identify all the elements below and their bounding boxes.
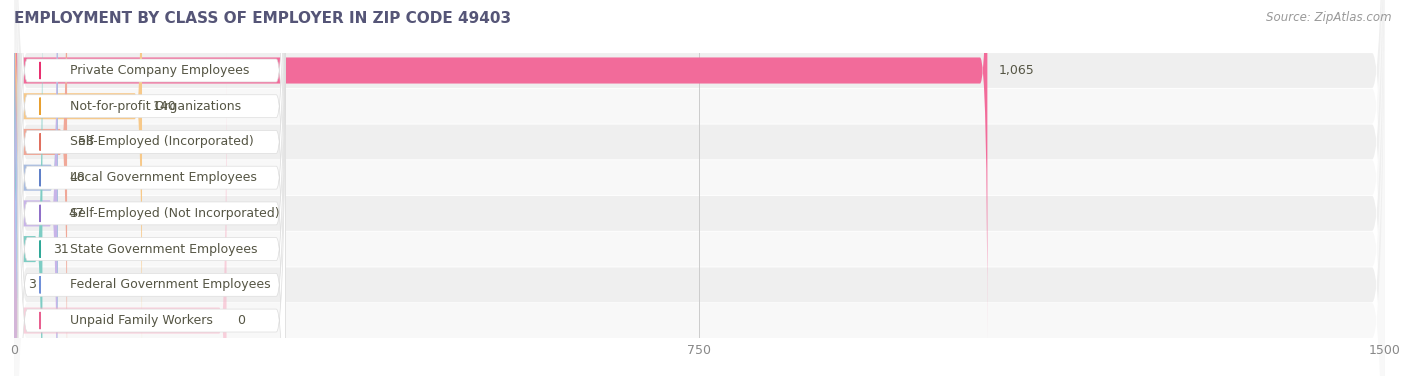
FancyBboxPatch shape xyxy=(18,0,285,376)
Text: Federal Government Employees: Federal Government Employees xyxy=(70,278,271,291)
Text: 140: 140 xyxy=(153,100,177,113)
Text: 48: 48 xyxy=(69,171,84,184)
FancyBboxPatch shape xyxy=(14,0,1385,376)
FancyBboxPatch shape xyxy=(14,0,987,343)
FancyBboxPatch shape xyxy=(14,48,226,376)
FancyBboxPatch shape xyxy=(18,0,285,376)
FancyBboxPatch shape xyxy=(14,0,67,376)
Text: Self-Employed (Incorporated): Self-Employed (Incorporated) xyxy=(70,135,254,149)
FancyBboxPatch shape xyxy=(18,0,285,376)
FancyBboxPatch shape xyxy=(14,0,1385,376)
FancyBboxPatch shape xyxy=(18,0,285,376)
Text: Not-for-profit Organizations: Not-for-profit Organizations xyxy=(70,100,242,113)
Text: Local Government Employees: Local Government Employees xyxy=(70,171,257,184)
FancyBboxPatch shape xyxy=(14,0,58,376)
Text: 47: 47 xyxy=(67,207,84,220)
FancyBboxPatch shape xyxy=(18,0,285,376)
FancyBboxPatch shape xyxy=(14,0,142,376)
FancyBboxPatch shape xyxy=(14,0,1385,376)
Text: Self-Employed (Not Incorporated): Self-Employed (Not Incorporated) xyxy=(70,207,280,220)
Text: 0: 0 xyxy=(238,314,246,327)
FancyBboxPatch shape xyxy=(14,0,1385,376)
Text: State Government Employees: State Government Employees xyxy=(70,243,257,256)
FancyBboxPatch shape xyxy=(14,0,1385,376)
Text: 31: 31 xyxy=(53,243,69,256)
Text: Source: ZipAtlas.com: Source: ZipAtlas.com xyxy=(1267,11,1392,24)
FancyBboxPatch shape xyxy=(18,0,285,376)
Text: 1,065: 1,065 xyxy=(998,64,1033,77)
FancyBboxPatch shape xyxy=(18,0,285,376)
Text: 58: 58 xyxy=(79,135,94,149)
Text: EMPLOYMENT BY CLASS OF EMPLOYER IN ZIP CODE 49403: EMPLOYMENT BY CLASS OF EMPLOYER IN ZIP C… xyxy=(14,11,512,26)
FancyBboxPatch shape xyxy=(14,0,1385,376)
Text: Unpaid Family Workers: Unpaid Family Workers xyxy=(70,314,214,327)
Text: Private Company Employees: Private Company Employees xyxy=(70,64,250,77)
FancyBboxPatch shape xyxy=(14,0,58,376)
FancyBboxPatch shape xyxy=(14,0,1385,376)
Text: 3: 3 xyxy=(28,278,35,291)
FancyBboxPatch shape xyxy=(18,0,285,376)
FancyBboxPatch shape xyxy=(10,12,21,376)
FancyBboxPatch shape xyxy=(14,0,1385,376)
FancyBboxPatch shape xyxy=(14,0,42,376)
